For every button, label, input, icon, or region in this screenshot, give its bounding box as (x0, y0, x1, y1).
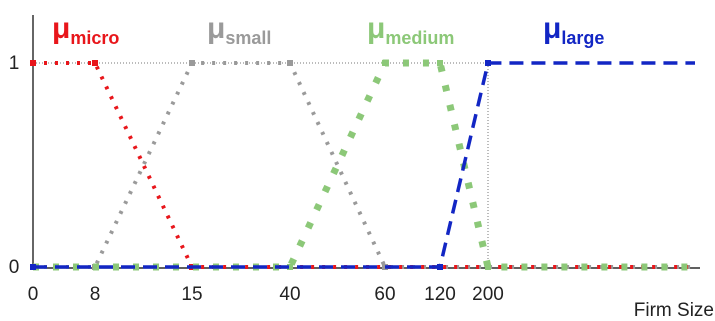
axes (30, 15, 700, 270)
legend-symbol: μ (367, 12, 385, 45)
legend-symbol: μ (543, 12, 561, 45)
legend-symbol: μ (207, 12, 225, 45)
series-medium-point (382, 60, 388, 66)
x-axis-label: Firm Size (634, 300, 714, 321)
x-tick-label: 8 (90, 284, 101, 305)
series-large-point (485, 60, 491, 66)
ticks-layer: 0 8 15 40 60 120 200 0 1 (9, 53, 504, 305)
x-tick-label: 60 (374, 284, 395, 305)
x-tick-label: 40 (279, 284, 300, 305)
y-tick-label: 0 (9, 257, 20, 278)
series-small-point (189, 60, 195, 66)
legend-subscript: large (561, 28, 604, 48)
legend-small: μsmall (207, 12, 271, 48)
legend-layer: μmicro μsmall μmedium μlarge (52, 12, 604, 48)
x-tick-label: 0 (28, 284, 39, 305)
series-medium-point (287, 264, 293, 270)
series-micro-point (92, 60, 98, 66)
series-layer (30, 59, 695, 271)
legend-subscript: micro (70, 28, 119, 48)
x-tick-label: 200 (472, 284, 504, 305)
series-small-line (33, 61, 695, 269)
legend-subscript: medium (385, 28, 454, 48)
series-medium-point (485, 264, 491, 270)
series-medium-point (437, 60, 443, 66)
x-tick-label: 120 (424, 284, 456, 305)
y-tick-label: 1 (9, 53, 20, 74)
series-large-point (437, 264, 443, 270)
x-tick-label: 15 (181, 284, 202, 305)
legend-medium: μmedium (367, 12, 454, 48)
legend-symbol: μ (52, 12, 70, 45)
series-large-point (30, 264, 36, 270)
legend-micro: μmicro (52, 12, 119, 48)
series-micro-line (33, 61, 695, 269)
legend-large: μlarge (543, 12, 604, 48)
legend-subscript: small (225, 28, 271, 48)
series-medium-line (33, 59, 695, 271)
series-micro-point (30, 60, 36, 66)
series-large-line (33, 61, 695, 269)
series-small-point (287, 60, 293, 66)
